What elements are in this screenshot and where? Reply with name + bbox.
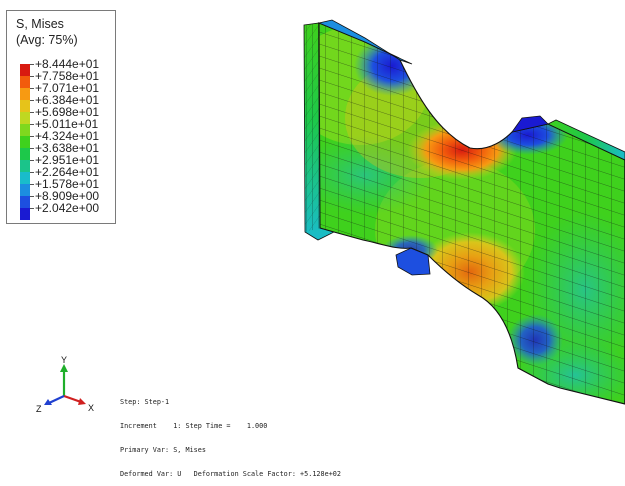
legend-value-label: +2.951e+01 xyxy=(35,153,100,167)
legend-swatch xyxy=(20,160,30,172)
legend-tick-mark xyxy=(30,76,34,77)
legend-value-label: +2.042e+00 xyxy=(35,201,100,215)
legend-tick-mark xyxy=(30,124,34,125)
plate-left-side-mesh xyxy=(304,23,320,232)
legend-tick-mark xyxy=(30,112,34,113)
legend-colorbar xyxy=(20,64,30,220)
legend-swatch xyxy=(20,100,30,112)
plate-top-right-face xyxy=(547,119,625,161)
legend-averaging: (Avg: 75%) xyxy=(16,33,78,47)
legend-tick-mark xyxy=(30,160,34,161)
legend-swatch xyxy=(20,208,30,220)
step-name: Step: Step-1 xyxy=(120,398,170,406)
legend-swatch xyxy=(20,112,30,124)
legend-swatch xyxy=(20,172,30,184)
increment-info: Increment 1: Step Time = 1.000 xyxy=(120,422,268,430)
triad-z-label: Z xyxy=(36,404,42,414)
legend-tick-mark xyxy=(30,64,34,65)
primary-variable: Primary Var: S, Mises xyxy=(120,446,206,454)
legend-tick-mark xyxy=(30,100,34,101)
legend-value-label: +3.638e+01 xyxy=(35,141,100,155)
x-axis-arrow xyxy=(63,394,82,404)
legend-tick-mark xyxy=(30,88,34,89)
legend-swatch xyxy=(20,196,30,208)
triad-x-label: X xyxy=(88,403,94,413)
y-axis-arrowhead xyxy=(60,364,68,372)
legend-title: S, Mises xyxy=(16,17,64,31)
legend-tick-mark xyxy=(30,148,34,149)
contour-legend: S, Mises (Avg: 75%) +8.444e+01 +7.758e+01… xyxy=(6,10,116,224)
legend-value-label: +5.698e+01 xyxy=(35,105,100,119)
legend-swatch xyxy=(20,148,30,160)
upper-right-notch-face xyxy=(511,115,549,133)
legend-swatch xyxy=(20,64,30,76)
z-axis-arrowhead xyxy=(44,399,52,405)
legend-tick-mark xyxy=(30,208,34,209)
deformation-info: Deformed Var: U Deformation Scale Factor… xyxy=(120,470,341,478)
top-edge-face xyxy=(317,19,413,65)
legend-value-label: +7.758e+01 xyxy=(35,69,100,83)
legend-value-label: +5.011e+01 xyxy=(35,117,99,131)
legend-value-label: +2.264e+01 xyxy=(35,165,100,179)
legend-value-label: +8.444e+01 xyxy=(35,57,100,71)
z-axis-arrow xyxy=(48,395,65,404)
legend-swatch xyxy=(20,76,30,88)
x-axis-arrowhead xyxy=(78,398,86,405)
legend-swatch xyxy=(20,124,30,136)
legend-tick-mark xyxy=(30,184,34,185)
coordinate-triad: Y Z X xyxy=(36,356,94,414)
triad-y-label: Y xyxy=(61,356,67,365)
legend-swatch xyxy=(20,136,30,148)
legend-value-label: +8.909e+00 xyxy=(35,189,100,203)
model-viewport[interactable] xyxy=(0,0,625,424)
legend-swatch xyxy=(20,88,30,100)
step-info-block: Step: Step-1 Increment 1: Step Time = 1.… xyxy=(120,382,341,486)
legend-tick-mark xyxy=(30,172,34,173)
legend-value-label: +1.578e+01 xyxy=(35,177,100,191)
legend-swatch xyxy=(20,184,30,196)
legend-value-label: +4.324e+01 xyxy=(35,129,100,143)
legend-tick-mark xyxy=(30,196,34,197)
legend-tick-mark xyxy=(30,136,34,137)
legend-value-label: +7.071e+01 xyxy=(35,81,100,95)
plate-front-face xyxy=(319,23,625,404)
legend-value-label: +6.384e+01 xyxy=(35,93,100,107)
